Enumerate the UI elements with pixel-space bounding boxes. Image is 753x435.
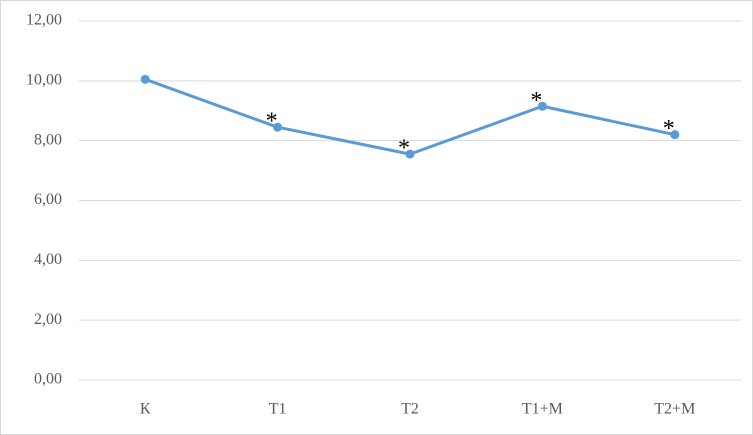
point [537, 101, 547, 111]
annotation: * [398, 136, 410, 162]
y-tick-label: 12,00 [26, 12, 62, 29]
x-tick-label: К [140, 401, 151, 418]
y-tick-label: 0,00 [34, 371, 62, 388]
x-tick-label: T1+M [522, 401, 563, 418]
y-tick-label: 4,00 [34, 251, 62, 268]
x-tick-label: T2 [401, 401, 419, 418]
point [273, 122, 283, 132]
x-tick-label: T1 [269, 401, 287, 418]
annotation: * [266, 109, 278, 135]
y-tick-label: 6,00 [34, 191, 62, 208]
y-tick-label: 10,00 [26, 72, 62, 89]
point [140, 74, 150, 84]
x-tick-label: T2+M [654, 401, 695, 418]
point [670, 130, 680, 140]
point [405, 149, 415, 159]
annotation: * [663, 116, 675, 142]
y-tick-label: 8,00 [34, 131, 62, 148]
y-tick-label: 2,00 [34, 311, 62, 328]
annotation: * [530, 88, 542, 114]
